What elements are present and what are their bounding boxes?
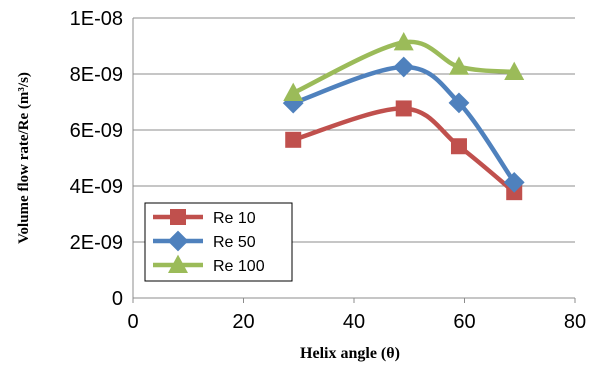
- series-1: [282, 56, 525, 193]
- y-tick-labels: 0 2E-09 4E-09 6E-09 8E-09 1E-08: [70, 8, 123, 310]
- legend-item: Re 50: [153, 230, 256, 252]
- data-point: [393, 31, 414, 51]
- legend-label: Re 50: [213, 234, 256, 251]
- legend-label: Re 10: [213, 210, 256, 227]
- legend-item: Re 10: [153, 209, 256, 227]
- y-tick-label: 2E-09: [70, 232, 123, 254]
- data-point: [503, 171, 525, 193]
- series-2: [283, 31, 525, 102]
- data-point: [285, 131, 302, 148]
- x-tick-label: 60: [453, 311, 475, 333]
- y-tick-label: 1E-08: [70, 8, 123, 30]
- data-point: [450, 138, 467, 155]
- legend-marker: [168, 254, 188, 273]
- y-axis-label: Volume flow rate/Re (m³/s): [16, 72, 32, 244]
- y-tick-label: 0: [112, 288, 123, 310]
- series-line: [292, 64, 517, 184]
- data-point: [395, 100, 412, 117]
- x-axis-label: Helix angle (θ): [300, 345, 400, 362]
- x-tick-labels: 0 20 40 60 80: [127, 311, 586, 333]
- series-0: [285, 100, 523, 201]
- legend: Re 10 Re 50 Re 100: [144, 202, 293, 282]
- legend-item: Re 100: [153, 254, 265, 275]
- grid-lines: [133, 17, 575, 243]
- data-point: [393, 56, 415, 78]
- y-tick-label: 4E-09: [70, 176, 123, 198]
- series-group: [282, 31, 525, 201]
- legend-marker: [167, 230, 189, 252]
- y-tick-label: 6E-09: [70, 120, 123, 142]
- series-line: [292, 39, 515, 96]
- x-tick-label: 20: [232, 311, 254, 333]
- y-tick-label: 8E-09: [70, 64, 123, 86]
- legend-marker: [170, 209, 186, 225]
- axes: [132, 18, 576, 303]
- data-point: [448, 56, 469, 75]
- data-point: [448, 92, 470, 114]
- x-tick-label: 0: [127, 311, 138, 333]
- data-point: [504, 61, 525, 81]
- series-line: [292, 106, 516, 194]
- legend-label: Re 100: [213, 258, 265, 275]
- data-point: [283, 82, 304, 102]
- x-tick-label: 40: [343, 311, 365, 333]
- x-tick-label: 80: [564, 311, 586, 333]
